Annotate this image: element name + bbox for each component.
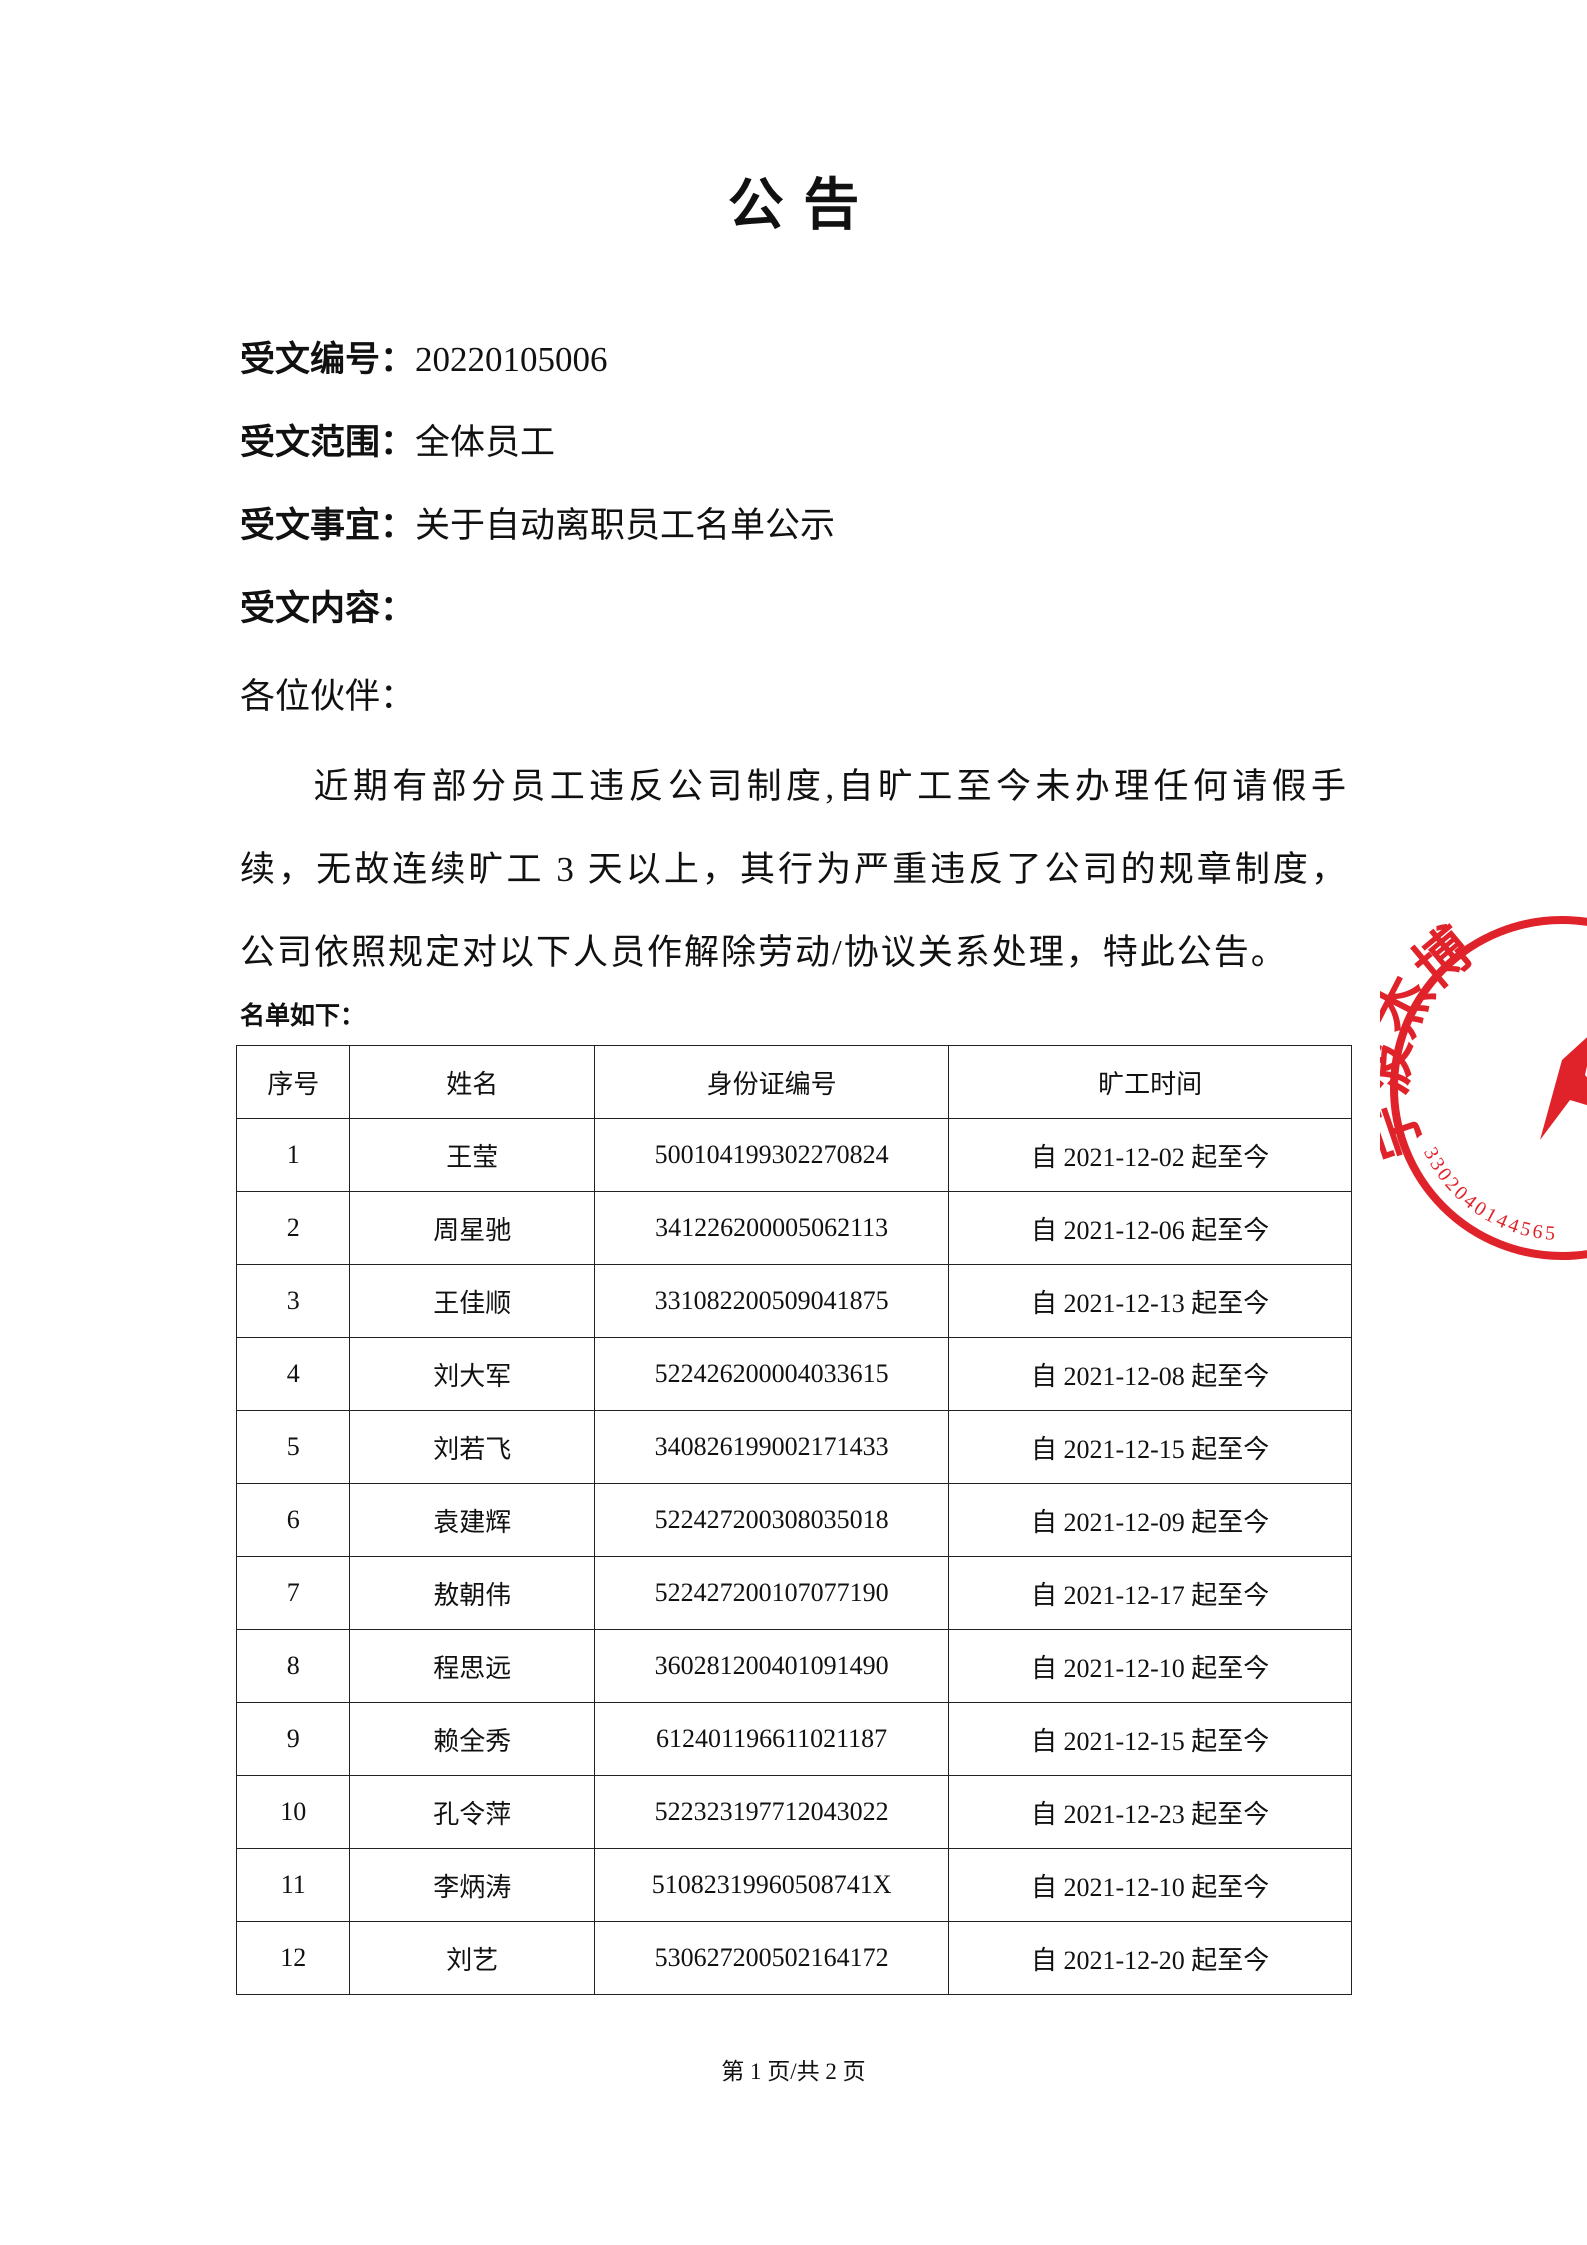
table-cell: 赖全秀	[349, 1702, 595, 1776]
table-cell: 自 2021-12-08 起至今	[948, 1337, 1352, 1411]
field: 受文范围：全体员工	[240, 418, 555, 468]
header-cell: 姓名	[349, 1045, 595, 1119]
table-cell: 3	[235, 1264, 351, 1338]
table-row: 5 刘若飞 340826199002171433 自 2021-12-15 起至今	[235, 1410, 1352, 1484]
table-cell: 自 2021-12-20 起至今	[948, 1921, 1352, 1995]
table-cell: 自 2021-12-02 起至今	[948, 1118, 1352, 1192]
table-cell: 8	[235, 1629, 351, 1703]
table-body: 序号 姓名 身份证编号 旷工时间 1 王莹 500104199302270824 自 2021…	[235, 1045, 1352, 1995]
table-cell: 孔令萍	[349, 1775, 595, 1849]
field: 受文编号：20220105006	[240, 335, 608, 385]
table-cell: 刘艺	[349, 1921, 595, 1995]
table-cell: 李炳涛	[349, 1848, 595, 1922]
table-cell: 自 2021-12-06 起至今	[948, 1191, 1352, 1265]
table-cell: 522427200107077190	[593, 1556, 950, 1630]
table-cell: 自 2021-12-13 起至今	[948, 1264, 1352, 1338]
table-cell: 刘大军	[349, 1337, 595, 1411]
page-footer: 第 1 页/共 2 页	[721, 2059, 866, 2084]
table-cell: 7	[235, 1556, 351, 1630]
employee-table: 序号 姓名 身份证编号 旷工时间 1 王莹 500104199302270824 自 2021…	[235, 1045, 1352, 1995]
table-cell: 6	[235, 1483, 351, 1557]
header-row: 序号 姓名 身份证编号 旷工时间	[235, 1045, 1352, 1119]
stamp-code-wrap: 3302040144565	[1419, 1144, 1559, 1245]
stamp-code: 3302040144565	[1419, 1144, 1556, 1245]
table-row: 6 袁建辉 522427200308035018 自 2021-12-09 起至今	[235, 1483, 1352, 1557]
body-text: 近期有部分员工违反公司制度,自旷工至今未办理任何请假手续，无故连续旷工 3 天以…	[240, 767, 1348, 972]
title: 公 告	[727, 173, 860, 238]
stamp-name: 宁波杰博	[1380, 917, 1486, 1167]
stamp: 宁波杰博 3302040144565	[1380, 916, 1587, 1260]
table-row: 10 孔令萍 522323197712043022 自 2021-12-23 起至今	[235, 1775, 1352, 1849]
table-cell: 程思远	[349, 1629, 595, 1703]
table-row: 4 刘大军 522426200004033615 自 2021-12-08 起至今	[235, 1337, 1352, 1411]
field-label: 受文事宜：	[240, 506, 416, 545]
table-row: 2 周星驰 341226200005062113 自 2021-12-06 起至今	[235, 1191, 1352, 1265]
table-cell: 自 2021-12-10 起至今	[948, 1629, 1352, 1703]
table-cell: 自 2021-12-15 起至今	[948, 1410, 1352, 1484]
table-row: 8 程思远 360281200401091490 自 2021-12-10 起至今	[235, 1629, 1352, 1703]
table-cell: 11	[235, 1848, 351, 1922]
table-row: 7 敖朝伟 522427200107077190 自 2021-12-17 起至今	[235, 1556, 1352, 1630]
table-cell: 自 2021-12-23 起至今	[948, 1775, 1352, 1849]
header-cell: 身份证编号	[593, 1045, 950, 1119]
field: 受文内容：	[240, 584, 415, 634]
table-cell: 周星驰	[349, 1191, 595, 1265]
table-cell: 自 2021-12-17 起至今	[948, 1556, 1352, 1630]
header-cell: 序号	[235, 1045, 351, 1119]
stamp-name-wrap: 宁波杰博	[1380, 917, 1486, 1167]
table-cell: 1	[235, 1118, 351, 1192]
table-cell: 王莹	[349, 1118, 595, 1192]
field-label: 受文编号：	[240, 340, 416, 379]
table-cell: 2	[235, 1191, 351, 1265]
table-cell: 12	[235, 1921, 351, 1995]
table-cell: 自 2021-12-10 起至今	[948, 1848, 1352, 1922]
table-cell: 敖朝伟	[349, 1556, 595, 1630]
table-row: 9 赖全秀 612401196611021187 自 2021-12-15 起至今	[235, 1702, 1352, 1776]
table-row: 1 王莹 500104199302270824 自 2021-12-02 起至今	[235, 1118, 1352, 1192]
stamp-star	[1540, 1037, 1587, 1140]
table-cell: 自 2021-12-09 起至今	[948, 1483, 1352, 1557]
table-cell: 612401196611021187	[593, 1702, 950, 1776]
table-cell: 袁建辉	[349, 1483, 595, 1557]
table-cell: 王佳顺	[349, 1264, 595, 1338]
field-value: 全体员工	[415, 423, 556, 462]
table-cell: 51082319960508741X	[593, 1848, 950, 1922]
table-cell: 522426200004033615	[593, 1337, 950, 1411]
field-value: 20220105006	[415, 340, 608, 379]
field-value: 关于自动离职员工名单公示	[415, 506, 836, 545]
table-cell: 341226200005062113	[593, 1191, 950, 1265]
table-row: 3 王佳顺 331082200509041875 自 2021-12-13 起至今	[235, 1264, 1352, 1338]
table-row: 12 刘艺 530627200502164172 自 2021-12-20 起至今	[235, 1921, 1352, 1995]
table-cell: 331082200509041875	[593, 1264, 950, 1338]
field: 受文事宜：关于自动离职员工名单公示	[240, 501, 835, 551]
greeting: 各位伙伴：	[240, 677, 416, 716]
field-label: 受文范围：	[240, 423, 416, 462]
table-row: 11 李炳涛 51082319960508741X 自 2021-12-10 起至今	[235, 1848, 1352, 1922]
table-cell: 340826199002171433	[593, 1410, 950, 1484]
stamp-ring	[1390, 916, 1587, 1260]
table-cell: 5	[235, 1410, 351, 1484]
table-cell: 530627200502164172	[593, 1921, 950, 1995]
table-cell: 自 2021-12-15 起至今	[948, 1702, 1352, 1776]
table-cell: 9	[235, 1702, 351, 1776]
table-cell: 500104199302270824	[593, 1118, 950, 1192]
table-cell: 10	[235, 1775, 351, 1849]
table-cell: 522427200308035018	[593, 1483, 950, 1557]
table-cell: 4	[235, 1337, 351, 1411]
table-cell: 刘若飞	[349, 1410, 595, 1484]
list-label: 名单如下：	[240, 1003, 366, 1030]
table-cell: 360281200401091490	[593, 1629, 950, 1703]
header-cell: 旷工时间	[948, 1045, 1352, 1119]
table-cell: 522323197712043022	[593, 1775, 950, 1849]
field-label: 受文内容：	[240, 589, 416, 628]
